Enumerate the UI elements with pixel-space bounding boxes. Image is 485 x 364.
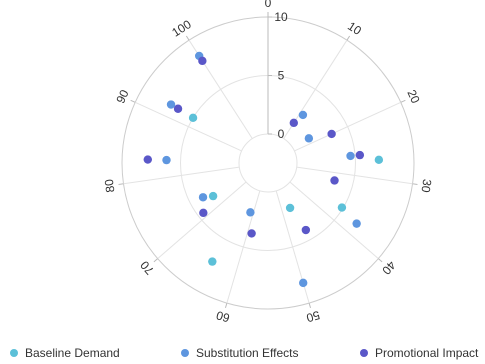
data-point[interactable] xyxy=(188,113,198,123)
angle-tick xyxy=(130,99,136,103)
angle-tick-label: 100 xyxy=(169,17,194,40)
data-point[interactable] xyxy=(298,278,308,288)
data-point[interactable] xyxy=(198,193,208,202)
angle-tick-label: 90 xyxy=(113,87,131,105)
angle-tick-label: 70 xyxy=(137,258,157,278)
grid-spoke xyxy=(226,190,261,304)
polar-grid xyxy=(118,12,418,310)
angle-tick-label: 60 xyxy=(214,308,231,325)
data-point[interactable] xyxy=(330,176,339,185)
grid-spoke xyxy=(134,101,242,152)
data-point[interactable] xyxy=(162,155,171,165)
angle-tick xyxy=(224,302,228,309)
legend-marker-icon xyxy=(181,349,189,357)
data-point[interactable] xyxy=(198,56,207,66)
data-point[interactable] xyxy=(246,208,255,217)
angle-tick xyxy=(308,302,312,309)
legend-item[interactable]: Baseline Demand xyxy=(10,346,120,360)
radius-tick-label: 10 xyxy=(274,10,288,24)
angle-tick xyxy=(346,35,351,41)
angle-tick xyxy=(185,35,190,41)
angle-tick-label: 20 xyxy=(404,88,422,106)
data-point[interactable] xyxy=(304,134,314,143)
grid-spoke xyxy=(296,166,413,185)
data-point[interactable] xyxy=(173,104,183,113)
legend-marker-icon xyxy=(10,349,18,357)
angle-tick xyxy=(412,183,418,185)
angle-tick-label: 0 xyxy=(265,0,272,10)
legend-item[interactable]: Substitution Effects xyxy=(181,346,299,360)
data-point[interactable] xyxy=(208,257,217,266)
angle-tick xyxy=(378,258,383,263)
data-point[interactable] xyxy=(327,129,336,139)
angle-tick-label: 30 xyxy=(418,178,434,194)
data-point[interactable] xyxy=(247,229,256,238)
angle-tick xyxy=(153,258,158,263)
data-point[interactable] xyxy=(301,225,311,235)
radius-tick-label: 0 xyxy=(278,127,285,141)
data-point[interactable] xyxy=(337,203,347,212)
legend-item[interactable]: Promotional Impact xyxy=(360,346,478,360)
angle-tick-label: 50 xyxy=(304,308,321,325)
angle-tick-label: 80 xyxy=(102,178,118,194)
data-point[interactable] xyxy=(374,155,384,165)
legend-label: Promotional Impact xyxy=(375,346,479,360)
angle-tick-label: 10 xyxy=(345,19,364,38)
legend-marker-icon xyxy=(360,349,368,357)
data-point[interactable] xyxy=(352,219,361,228)
data-point[interactable] xyxy=(298,110,308,120)
angle-tick xyxy=(118,183,124,185)
data-point[interactable] xyxy=(208,191,218,201)
legend-label: Baseline Demand xyxy=(25,346,120,360)
angle-tick-label: 40 xyxy=(379,258,399,278)
legend-label: Substitution Effects xyxy=(196,346,299,360)
data-point[interactable] xyxy=(166,100,176,109)
inner-ring xyxy=(238,133,298,193)
radius-tick-label: 5 xyxy=(278,69,285,83)
angle-tick xyxy=(400,99,406,103)
grid-spoke xyxy=(294,101,402,152)
grid-spoke xyxy=(157,181,247,259)
data-point[interactable] xyxy=(355,150,365,160)
data-point[interactable] xyxy=(199,208,208,218)
data-point[interactable] xyxy=(143,155,152,164)
chart-legend: Baseline Demand Substitution Effects Promo… xyxy=(0,343,485,363)
grid-spoke xyxy=(123,166,240,185)
grid-spoke xyxy=(289,181,379,259)
data-point[interactable] xyxy=(346,151,355,161)
data-point[interactable] xyxy=(285,203,295,213)
data-points xyxy=(143,51,384,288)
data-point[interactable] xyxy=(289,118,298,128)
